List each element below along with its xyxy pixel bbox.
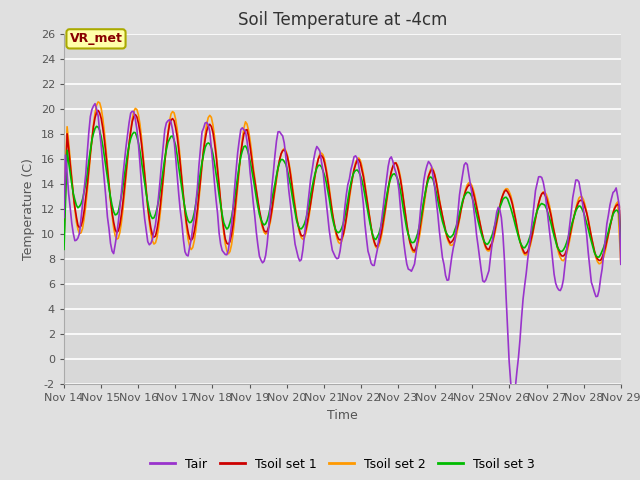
Text: VR_met: VR_met bbox=[70, 32, 122, 46]
X-axis label: Time: Time bbox=[327, 408, 358, 421]
Y-axis label: Temperature (C): Temperature (C) bbox=[22, 158, 35, 260]
Title: Soil Temperature at -4cm: Soil Temperature at -4cm bbox=[237, 11, 447, 29]
Legend: Tair, Tsoil set 1, Tsoil set 2, Tsoil set 3: Tair, Tsoil set 1, Tsoil set 2, Tsoil se… bbox=[145, 453, 540, 476]
